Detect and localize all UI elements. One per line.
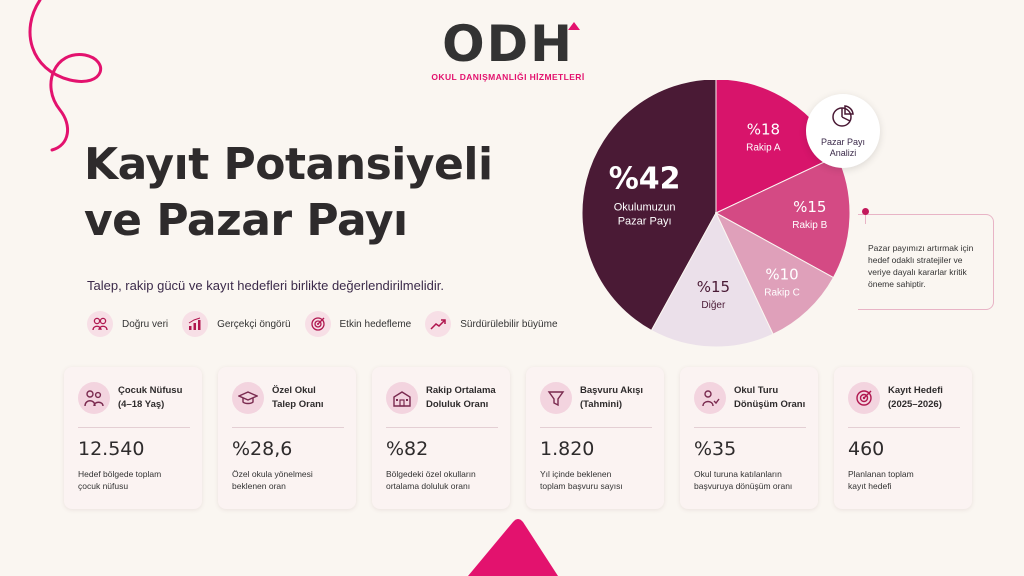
brand-logo: ODH OKUL DANIŞMANLIĞI HİZMETLERİ (428, 18, 588, 82)
pie-slice-label: Okulumuzun (614, 202, 676, 214)
card-description: Okul turuna katılanların başvuruya dönüş… (694, 469, 793, 491)
card-divider (540, 427, 652, 428)
stat-card-competitor-occupancy: Rakip Ortalama Doluluk Oranı %82 Bölgede… (372, 367, 510, 509)
school-building-icon (386, 382, 418, 414)
card-description: Bölgedeki özel okulların ortalama dolulu… (386, 469, 476, 491)
decorative-triangle (468, 519, 558, 576)
trend-up-icon (425, 311, 452, 337)
card-divider (694, 427, 806, 428)
card-title: Okul Turu Dönüşüm Oranı (734, 385, 806, 410)
feature-label: Sürdürülebilir büyüme (460, 318, 558, 330)
callout-text: Pazar payımızı artırmak için hedef odakl… (868, 243, 974, 289)
stat-card-tour-conversion: Okul Turu Dönüşüm Oranı %35 Okul turuna … (680, 367, 818, 509)
feature-item: Etkin hedefleme (304, 311, 412, 337)
card-title: Rakip Ortalama Doluluk Oranı (426, 385, 496, 410)
card-divider (386, 427, 498, 428)
target-icon (848, 382, 880, 414)
feature-label: Gerçekçi öngörü (217, 318, 291, 330)
card-value: %82 (386, 438, 429, 460)
bar-chart-icon (182, 311, 209, 337)
card-value: 1.820 (540, 438, 595, 460)
card-value: 12.540 (78, 438, 145, 460)
card-title: Özel Okul Talep Oranı (272, 385, 324, 410)
tour-person-icon (694, 382, 726, 414)
callout-dot (862, 208, 869, 215)
pie-slice-label: Rakip A (746, 142, 781, 153)
pie-slice-label: Rakip B (792, 220, 827, 231)
page-subtitle: Talep, rakip gücü ve kayıt hedefleri bir… (87, 278, 444, 293)
pie-slice-value: %18 (747, 120, 780, 138)
pie-badge-line1: Pazar Payı (820, 136, 866, 147)
pie-slice-value: %42 (609, 162, 681, 197)
card-description: Hedef bölgede toplam çocuk nüfusu (78, 469, 162, 491)
card-value: %35 (694, 438, 737, 460)
pie-slice-label: Rakip C (764, 287, 800, 298)
pie-badge-label: Pazar Payı Analizi (821, 137, 865, 159)
card-divider (848, 427, 960, 428)
logo-accent-icon (568, 22, 580, 30)
pie-slice-label: Pazar Payı (618, 216, 672, 228)
page-title-line2: ve Pazar Payı (84, 195, 408, 246)
card-title: Kayıt Hedefi (2025–2026) (888, 385, 943, 410)
card-divider (78, 427, 190, 428)
pie-slice-label: Diğer (701, 300, 726, 311)
family-icon (78, 382, 110, 414)
feature-item: Gerçekçi öngörü (182, 311, 291, 337)
stat-card-list: Çocuk Nüfusu (4–18 Yaş) 12.540 Hedef böl… (64, 367, 972, 509)
stat-card-application-flow: Başvuru Akışı (Tahmini) 1.820 Yıl içinde… (526, 367, 664, 509)
feature-list: Doğru veri Gerçekçi öngörü Etkin hedefle… (87, 311, 572, 337)
pie-slice (581, 80, 717, 332)
graduation-cap-icon (232, 382, 264, 414)
card-description: Özel okula yönelmesi beklenen oran (232, 469, 313, 491)
page-title: Kayıt Potansiyeli ve Pazar Payı (84, 137, 493, 249)
stat-card-enrollment-target: Kayıt Hedefi (2025–2026) 460 Planlanan t… (834, 367, 972, 509)
market-share-pie-chart: %42 Okulumuzun Pazar Payı %18 Rakip A %15 Raki… (581, 80, 851, 348)
card-value: 460 (848, 438, 885, 460)
feature-item: Sürdürülebilir büyüme (425, 311, 558, 337)
pie-badge: Pazar Payı Analizi (806, 94, 880, 168)
pie-chart-icon (831, 104, 855, 133)
card-divider (232, 427, 344, 428)
card-title: Çocuk Nüfusu (4–18 Yaş) (118, 385, 183, 410)
people-icon (87, 311, 113, 337)
pie-slice (650, 211, 774, 348)
pie-slice (714, 211, 835, 335)
pie-slice-value: %15 (697, 278, 730, 296)
pie-slice-value: %10 (765, 265, 798, 283)
decorative-swirl (28, 0, 103, 152)
card-title: Başvuru Akışı (Tahmini) (580, 385, 644, 410)
logo-text: ODH (442, 15, 574, 73)
feature-label: Etkin hedefleme (339, 318, 412, 330)
pie-slice-value: %15 (793, 198, 826, 216)
logo-tagline: OKUL DANIŞMANLIĞI HİZMETLERİ (431, 72, 585, 82)
callout-connector (865, 214, 866, 224)
stat-card-child-population: Çocuk Nüfusu (4–18 Yaş) 12.540 Hedef böl… (64, 367, 202, 509)
stat-card-private-school-demand: Özel Okul Talep Oranı %28,6 Özel okula y… (218, 367, 356, 509)
pie-badge-line2: Analizi (829, 147, 857, 158)
card-value: %28,6 (232, 438, 293, 460)
card-description: Yıl içinde beklenen toplam başvuru sayıs… (540, 469, 623, 491)
logo-mark: ODH (428, 18, 588, 70)
target-icon (304, 311, 331, 337)
page-title-line1: Kayıt Potansiyeli (84, 139, 493, 190)
funnel-icon (540, 382, 572, 414)
card-description: Planlanan toplam kayıt hedefi (848, 469, 914, 491)
callout-box (858, 214, 994, 310)
feature-label: Doğru veri (122, 318, 169, 330)
feature-item: Doğru veri (87, 311, 168, 337)
